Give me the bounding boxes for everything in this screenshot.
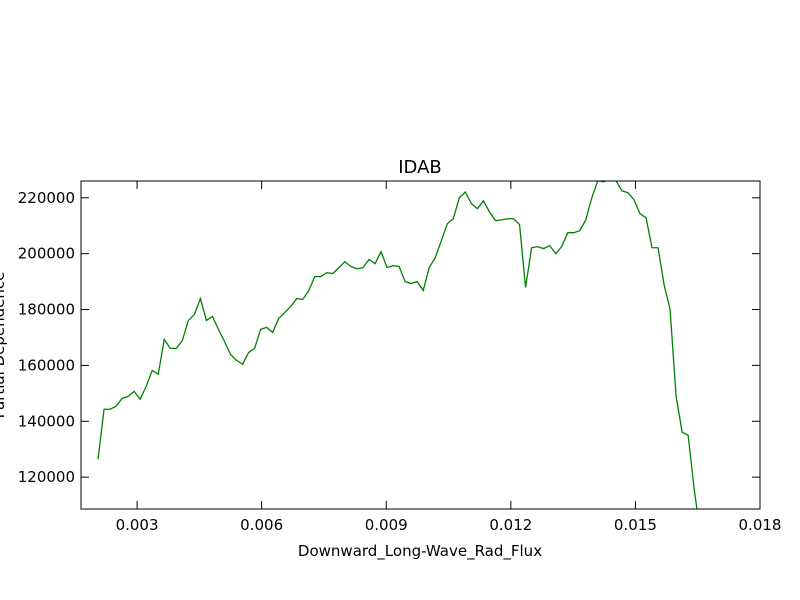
y-tick-label: 140000: [18, 412, 75, 430]
axes-frame: [80, 180, 761, 510]
x-tick-label: 0.006: [240, 516, 283, 534]
y-tick-label: 160000: [18, 356, 75, 374]
x-tick-label: 0.012: [489, 516, 532, 534]
y-tick-label: 120000: [18, 468, 75, 486]
x-tick-label: 0.003: [116, 516, 159, 534]
x-tick-label: 0.015: [614, 516, 657, 534]
y-axis-label: Partial Dependence: [0, 272, 8, 419]
x-tick-label: 0.018: [739, 516, 782, 534]
x-axis-label: Downward_Long-Wave_Rad_Flux: [298, 542, 542, 561]
y-tick-label: 200000: [18, 245, 75, 263]
chart-title: IDAB: [398, 157, 442, 178]
y-tick-label: 180000: [18, 301, 75, 319]
y-tick-label: 220000: [18, 189, 75, 207]
x-tick-label: 0.009: [365, 516, 408, 534]
